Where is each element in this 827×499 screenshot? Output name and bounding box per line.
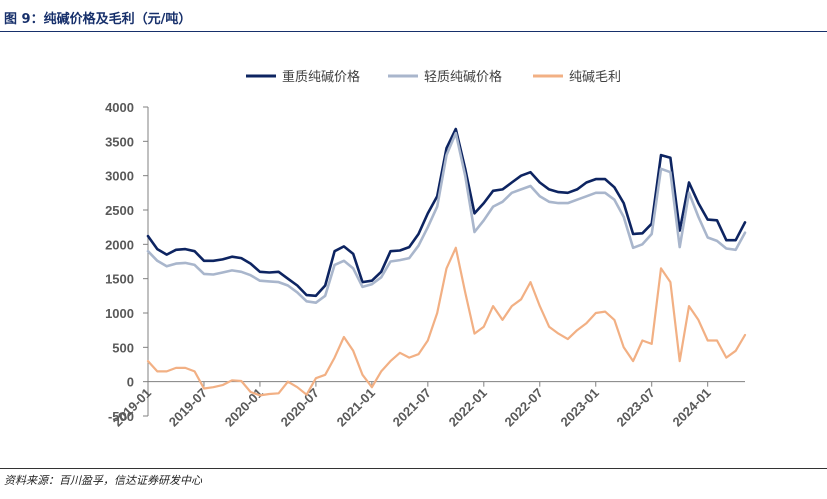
title-rule xyxy=(0,31,827,32)
y-tick-label: 3500 xyxy=(105,134,134,149)
series-line-2 xyxy=(146,131,747,304)
legend-label: 轻质纯碱价格 xyxy=(424,69,502,85)
x-tick-label: 2023-01 xyxy=(558,385,602,429)
plot-area xyxy=(146,127,747,397)
footer-rule xyxy=(0,468,827,469)
y-tick-label: 1000 xyxy=(105,306,134,321)
legend: 重质纯碱价格 轻质纯碱价格 纯碱毛利 xyxy=(246,69,621,85)
y-tick-label: 500 xyxy=(112,340,134,355)
x-tick-label: 2020-01 xyxy=(222,385,266,429)
x-tick-label: 2021-07 xyxy=(390,385,434,429)
x-tick-label: 2022-07 xyxy=(502,385,546,429)
legend-label: 重质纯碱价格 xyxy=(282,69,360,85)
x-tick-label: 2022-01 xyxy=(446,385,490,429)
y-axis: 4000 3500 3000 2500 2000 1500 1000 500 0 -500 xyxy=(105,100,149,424)
x-tick-label: 2021-01 xyxy=(334,385,378,429)
figure-title: 图 9：纯碱价格及毛利（元/吨） xyxy=(4,12,192,27)
series-line-3 xyxy=(146,246,747,397)
x-tick-label: 2020-07 xyxy=(278,385,322,429)
y-tick-label: 2000 xyxy=(105,237,134,252)
y-tick-label: 0 xyxy=(127,375,134,390)
y-tick-label: 4000 xyxy=(105,100,134,115)
y-tick-label: -500 xyxy=(108,409,134,424)
x-tick-label: 2023-07 xyxy=(613,385,657,429)
y-tick-label: 3000 xyxy=(105,169,134,184)
source-note: 资料来源：百川盈孚，信达证券研发中心 xyxy=(4,474,202,487)
x-tick-label: 2019-07 xyxy=(166,385,210,429)
series-line-1 xyxy=(146,127,747,298)
y-tick-label: 2500 xyxy=(105,203,134,218)
legend-label: 纯碱毛利 xyxy=(569,70,621,85)
y-tick-label: 1500 xyxy=(105,272,134,287)
x-tick-label: 2024-01 xyxy=(669,385,713,429)
price-margin-chart: 重质纯碱价格 轻质纯碱价格 纯碱毛利 4000 3500 3000 2500 2000 150… xyxy=(105,69,747,430)
